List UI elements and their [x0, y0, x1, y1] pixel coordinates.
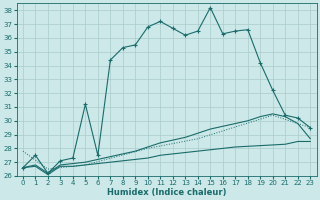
X-axis label: Humidex (Indice chaleur): Humidex (Indice chaleur) — [107, 188, 226, 197]
